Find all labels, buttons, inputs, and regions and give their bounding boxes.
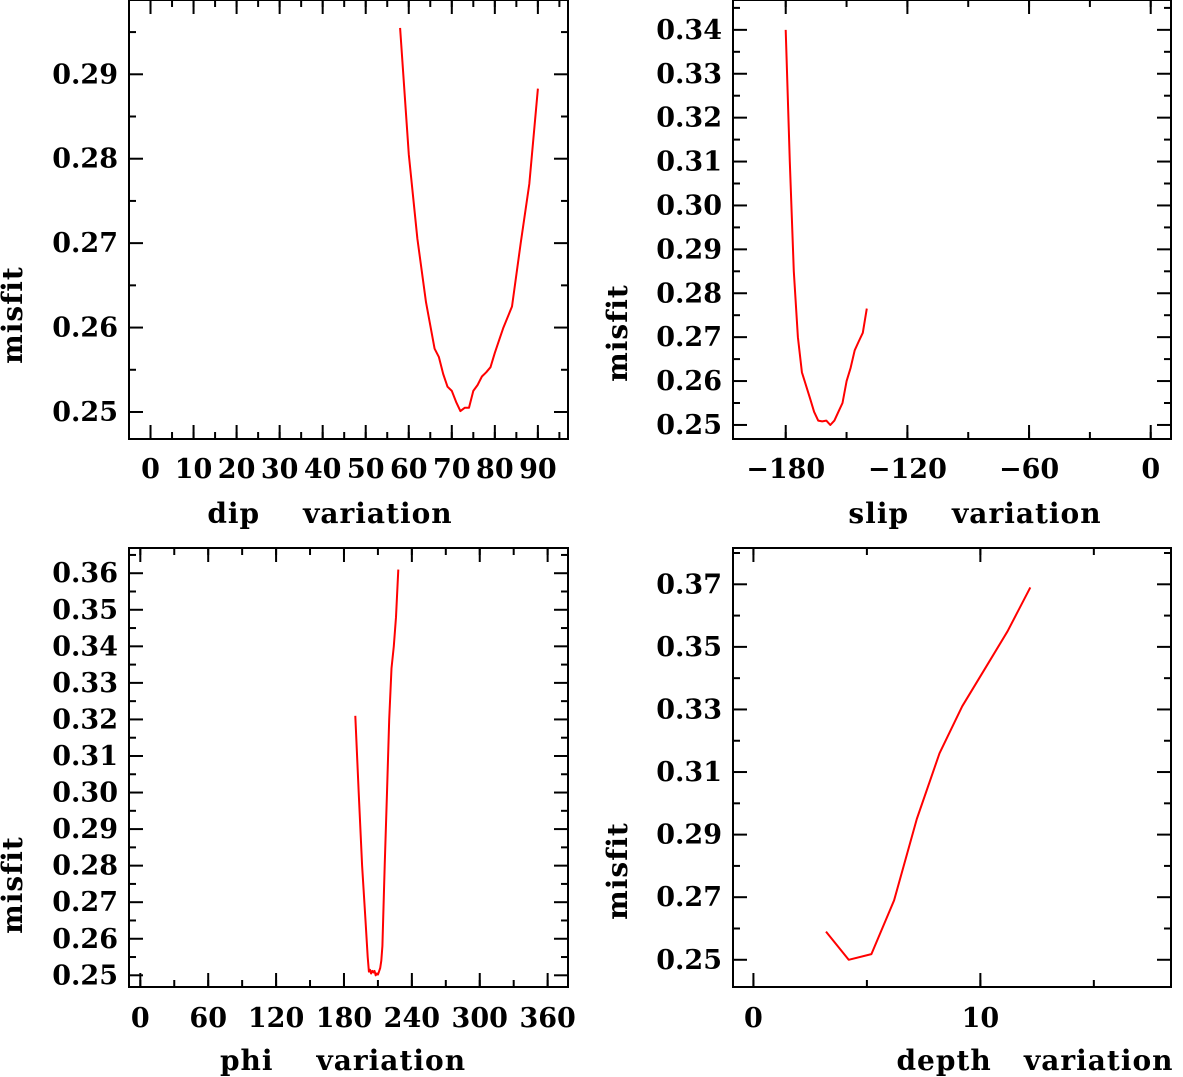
depth-ytick-label: 0.33 xyxy=(656,694,722,725)
depth-misfit-curve xyxy=(825,586,1032,961)
depth-xtick-label: 10 xyxy=(962,1003,1000,1034)
phi-xtick-label: 60 xyxy=(189,1003,227,1034)
phi-xtick-label: 300 xyxy=(452,1003,508,1034)
dip-xtick-label: 20 xyxy=(218,454,256,485)
phi-misfit-curve xyxy=(354,569,400,977)
phi-ytick-label: 0.27 xyxy=(52,887,118,918)
phi-plot-frame xyxy=(128,547,569,988)
dip-xtick-label: 0 xyxy=(141,454,160,485)
slip-x-axis-label: slip variation xyxy=(848,497,1101,530)
dip-xtick-label: 30 xyxy=(261,454,299,485)
slip-ytick-label: 0.31 xyxy=(656,147,722,178)
dip-xtick-label: 60 xyxy=(390,454,428,485)
phi-xtick-label: 360 xyxy=(519,1003,575,1034)
phi-ytick-label: 0.25 xyxy=(52,960,118,991)
slip-ytick-label: 0.34 xyxy=(656,15,722,46)
slip-ytick-label: 0.32 xyxy=(656,103,722,134)
slip-ytick-label: 0.30 xyxy=(656,190,722,221)
dip-xtick-label: 50 xyxy=(347,454,385,485)
depth-ytick-label: 0.27 xyxy=(656,882,722,913)
dip-x-axis-label: dip variation xyxy=(207,497,452,530)
dip-ytick-label: 0.25 xyxy=(52,397,118,428)
depth-ytick-label: 0.29 xyxy=(656,820,722,851)
slip-xtick-label: −120 xyxy=(868,454,947,485)
slip-plot-frame xyxy=(732,0,1172,440)
slip-ytick-label: 0.25 xyxy=(656,410,722,441)
depth-ytick-label: 0.25 xyxy=(656,945,722,976)
slip-ytick-label: 0.26 xyxy=(656,366,722,397)
phi-x-axis-label: phi variation xyxy=(220,1044,466,1077)
phi-variation-panel: 0.25 0.26 0.27 0.28 0.29 0.30 0.31 0.32 0.33 0.34… xyxy=(0,547,576,1077)
dip-ytick-label: 0.28 xyxy=(52,144,118,175)
dip-ytick-label: 0.29 xyxy=(52,59,118,90)
depth-plot-frame xyxy=(732,547,1172,988)
phi-xtick-label: 180 xyxy=(316,1003,372,1034)
phi-ytick-label: 0.26 xyxy=(52,924,118,955)
phi-xtick-label: 120 xyxy=(248,1003,304,1034)
dip-xtick-label: 70 xyxy=(433,454,471,485)
depth-variation-panel: 0.25 0.27 0.29 0.31 0.33 0.35 0.37 0 10 depth var… xyxy=(601,547,1173,1077)
slip-variation-panel: 0.25 0.26 0.27 0.28 0.29 0.30 0.31 0.32 0.33 0.34… xyxy=(601,0,1172,530)
slip-xtick-label: −60 xyxy=(999,454,1059,485)
phi-ytick-label: 0.29 xyxy=(52,814,118,845)
dip-y-axis-label: misfit xyxy=(0,266,29,364)
depth-ytick-label: 0.31 xyxy=(656,757,722,788)
phi-xtick-label: 240 xyxy=(384,1003,440,1034)
slip-ytick-label: 0.33 xyxy=(656,59,722,90)
phi-ytick-label: 0.36 xyxy=(52,558,118,589)
slip-ytick-label: 0.27 xyxy=(656,322,722,353)
phi-y-axis-label: misfit xyxy=(0,836,29,934)
dip-plot-frame xyxy=(128,0,569,440)
dip-misfit-curve xyxy=(399,27,539,413)
phi-ytick-label: 0.31 xyxy=(52,741,118,772)
slip-ytick-label: 0.28 xyxy=(656,278,722,309)
depth-xtick-label: 0 xyxy=(744,1003,763,1034)
dip-xtick-label: 10 xyxy=(175,454,213,485)
dip-variation-panel: 0.25 0.26 0.27 0.28 0.29 0 10 20 30 40 50 60 70 80 90 d… xyxy=(0,0,569,530)
phi-ytick-label: 0.28 xyxy=(52,851,118,882)
dip-ytick-label: 0.27 xyxy=(52,228,118,259)
phi-xtick-label: 0 xyxy=(131,1003,150,1034)
slip-ytick-label: 0.29 xyxy=(656,234,722,265)
dip-xtick-label: 80 xyxy=(476,454,514,485)
phi-ytick-label: 0.35 xyxy=(52,595,118,626)
phi-ytick-label: 0.33 xyxy=(52,668,118,699)
dip-ytick-label: 0.26 xyxy=(52,313,118,344)
phi-ytick-label: 0.30 xyxy=(52,778,118,809)
slip-y-axis-label: misfit xyxy=(601,284,634,382)
slip-xtick-label: −180 xyxy=(746,454,825,485)
phi-ytick-label: 0.34 xyxy=(52,631,118,662)
depth-ytick-label: 0.37 xyxy=(656,569,722,600)
depth-ytick-label: 0.35 xyxy=(656,632,722,663)
dip-xtick-label: 40 xyxy=(304,454,342,485)
depth-y-axis-label: misfit xyxy=(601,822,634,920)
phi-ytick-label: 0.32 xyxy=(52,704,118,735)
slip-xtick-label: 0 xyxy=(1141,454,1160,485)
slip-misfit-curve xyxy=(784,29,868,426)
dip-xtick-label: 90 xyxy=(519,454,557,485)
depth-x-axis-label: depth variation xyxy=(896,1044,1173,1077)
